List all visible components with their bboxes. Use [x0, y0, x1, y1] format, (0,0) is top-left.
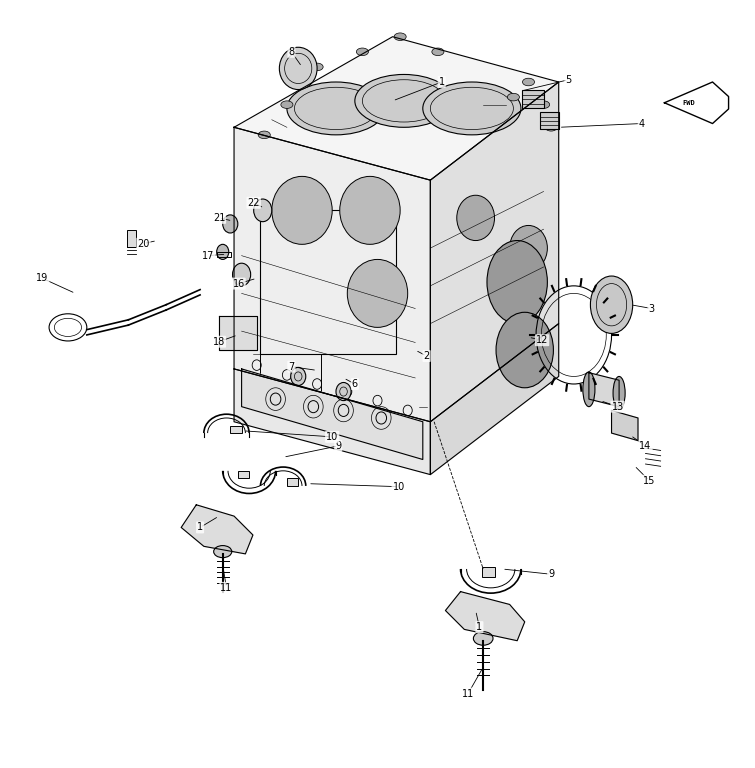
Polygon shape [612, 410, 638, 441]
Text: 7: 7 [288, 362, 294, 372]
Text: 2: 2 [424, 351, 430, 361]
Text: 1: 1 [476, 622, 482, 632]
Ellipse shape [538, 101, 550, 108]
Ellipse shape [355, 74, 453, 127]
Text: 19: 19 [36, 273, 48, 283]
Polygon shape [430, 82, 559, 422]
Polygon shape [242, 369, 423, 459]
Text: 9: 9 [335, 441, 341, 451]
Ellipse shape [423, 82, 521, 135]
Text: 3: 3 [649, 303, 655, 313]
Text: 21: 21 [213, 213, 225, 223]
Ellipse shape [473, 631, 493, 645]
Ellipse shape [613, 376, 625, 409]
Ellipse shape [281, 101, 293, 108]
Text: 10: 10 [393, 482, 405, 492]
Ellipse shape [291, 367, 306, 386]
Polygon shape [445, 591, 525, 641]
Ellipse shape [340, 177, 400, 244]
Text: 18: 18 [213, 336, 225, 346]
Text: 1: 1 [439, 77, 445, 87]
Text: 14: 14 [639, 441, 652, 451]
Bar [540, 112, 559, 129]
Polygon shape [664, 82, 729, 124]
Bar [260, 210, 396, 354]
Ellipse shape [336, 382, 351, 401]
Ellipse shape [272, 177, 332, 244]
Text: 9: 9 [548, 569, 554, 579]
Bar [287, 478, 298, 486]
Ellipse shape [394, 33, 406, 41]
Bar [127, 230, 136, 247]
Text: 16: 16 [233, 279, 245, 289]
Ellipse shape [223, 215, 238, 233]
Ellipse shape [583, 372, 595, 406]
Bar [230, 425, 242, 433]
Ellipse shape [496, 313, 553, 388]
Text: 1: 1 [197, 522, 203, 532]
Text: 12: 12 [536, 335, 548, 345]
Ellipse shape [507, 94, 519, 101]
Ellipse shape [347, 260, 408, 327]
Ellipse shape [254, 199, 272, 222]
Ellipse shape [522, 78, 535, 86]
Ellipse shape [432, 48, 444, 55]
Text: 4: 4 [639, 118, 645, 128]
Ellipse shape [217, 244, 229, 260]
Ellipse shape [214, 545, 232, 558]
Bar [482, 568, 495, 577]
Ellipse shape [296, 78, 308, 86]
Text: 8: 8 [288, 47, 294, 57]
Text: 6: 6 [352, 379, 358, 389]
Ellipse shape [233, 263, 251, 286]
Ellipse shape [258, 131, 270, 139]
Ellipse shape [487, 240, 547, 323]
Text: 10: 10 [326, 432, 338, 442]
Bar [217, 252, 231, 257]
Polygon shape [234, 37, 559, 180]
Polygon shape [234, 127, 430, 422]
Ellipse shape [545, 124, 557, 131]
Polygon shape [181, 505, 253, 554]
Bar [260, 354, 321, 406]
Ellipse shape [356, 48, 368, 55]
Text: FWD: FWD [683, 100, 695, 106]
Text: 11: 11 [220, 583, 233, 593]
Text: 15: 15 [643, 475, 655, 485]
Bar [238, 471, 249, 478]
Polygon shape [430, 323, 559, 475]
Polygon shape [219, 316, 257, 350]
Polygon shape [589, 372, 619, 406]
Bar [522, 90, 544, 108]
Text: 20: 20 [137, 239, 149, 249]
Ellipse shape [279, 48, 317, 90]
Text: 13: 13 [612, 402, 624, 412]
Ellipse shape [311, 63, 323, 71]
Text: 22: 22 [248, 198, 260, 208]
Text: 11: 11 [462, 689, 474, 699]
Ellipse shape [590, 276, 633, 333]
Polygon shape [234, 369, 430, 475]
Ellipse shape [457, 195, 495, 240]
Ellipse shape [510, 226, 547, 271]
Ellipse shape [287, 82, 385, 135]
Text: 5: 5 [565, 74, 572, 84]
Text: 17: 17 [202, 250, 214, 260]
